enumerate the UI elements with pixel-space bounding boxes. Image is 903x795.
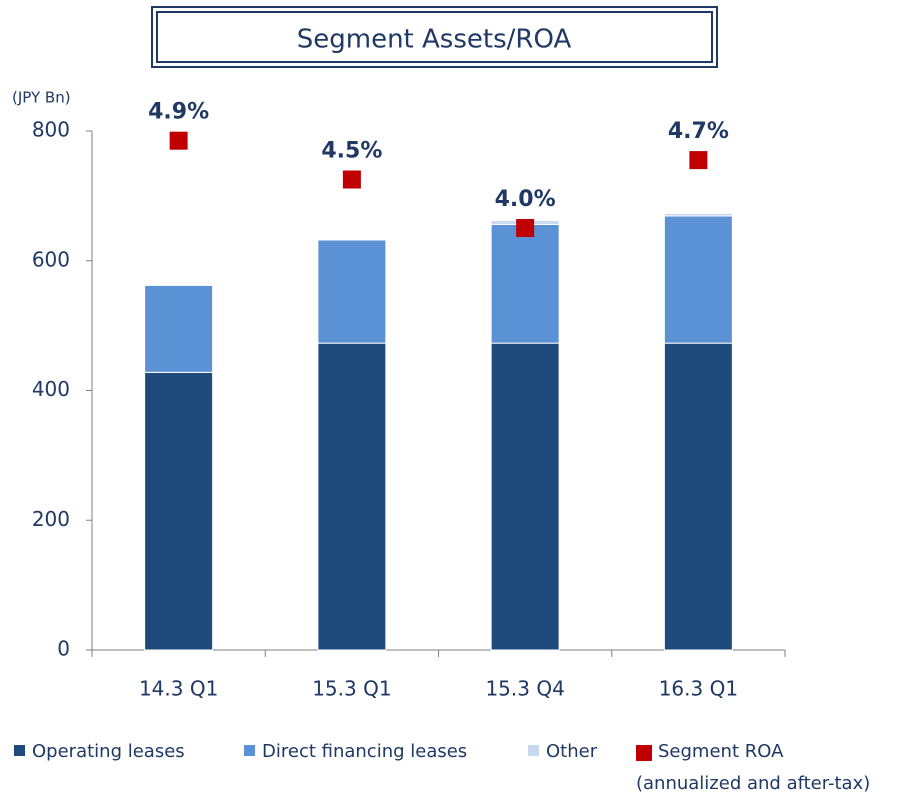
title-box-inner: [156, 11, 713, 63]
bar-segment: [317, 239, 387, 344]
x-tick-label: 15.3 Q1: [312, 677, 391, 701]
bar-segment: [663, 212, 733, 217]
legend-label: Segment ROA: [658, 741, 784, 762]
y-tick-label: 200: [32, 507, 70, 531]
roa-label: 4.5%: [321, 139, 382, 164]
roa-marker: [516, 219, 535, 238]
bar-segment: [663, 342, 733, 651]
bar-segment: [663, 215, 733, 344]
y-unit-label: (JPY Bn): [12, 89, 71, 107]
title-box-outer: [151, 6, 718, 68]
y-tick-label: 0: [57, 637, 70, 661]
legend-swatch: [14, 745, 25, 756]
legend-swatch: [528, 745, 539, 756]
roa-label: 4.7%: [668, 119, 729, 144]
roa-label: 4.9%: [148, 100, 209, 125]
bar-segment: [317, 342, 387, 651]
roa-marker: [342, 170, 361, 189]
y-tick-label: 400: [32, 377, 70, 401]
legend-swatch: [244, 745, 255, 756]
x-tick-label: 16.3 Q1: [659, 677, 738, 701]
y-tick-label: 600: [32, 247, 70, 271]
x-tick-label: 15.3 Q4: [485, 677, 564, 701]
y-tick-label: 800: [32, 118, 70, 142]
bar-segment: [490, 223, 560, 344]
legend-label: Operating leases: [32, 741, 185, 762]
bar-segment: [490, 342, 560, 651]
legend-note: (annualized and after-tax): [636, 773, 870, 794]
bar-segment: [144, 371, 214, 651]
chart-title: Segment Assets/ROA: [297, 25, 572, 55]
roa-label: 4.0%: [495, 187, 556, 212]
roa-marker: [689, 151, 708, 170]
legend-label: Direct financing leases: [262, 741, 467, 762]
legend-swatch: [636, 745, 652, 761]
roa-marker: [169, 131, 188, 150]
bar-segment: [144, 284, 214, 373]
legend-label: Other: [546, 741, 598, 762]
x-tick-label: 14.3 Q1: [139, 677, 218, 701]
